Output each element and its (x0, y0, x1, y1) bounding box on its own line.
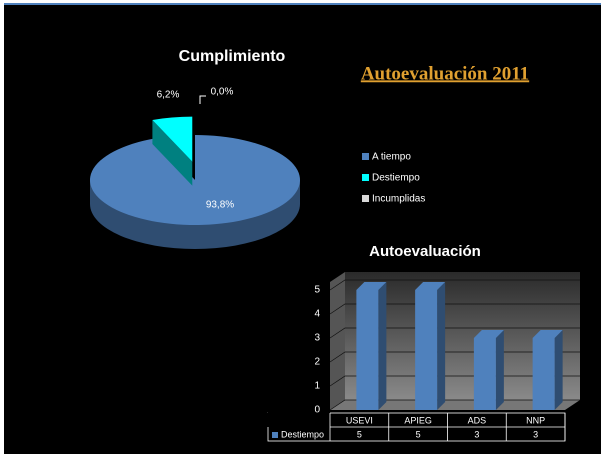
legend-key (362, 195, 369, 202)
legend-label: A tiempo (372, 152, 411, 163)
table-value: 3 (474, 429, 479, 439)
bar-title: Autoevaluación (369, 243, 481, 260)
bar-face (532, 330, 563, 338)
y-tick-label: 2 (314, 357, 320, 368)
legend-label: Destiempo (372, 173, 420, 184)
legend-key (362, 153, 369, 160)
grid-line (329, 279, 580, 291)
x-tick-label: APIEG (404, 415, 432, 425)
bar-face (495, 330, 504, 410)
table-value: 5 (416, 429, 421, 439)
bar-face (554, 330, 563, 410)
side-wall (330, 272, 345, 410)
pie-slice-face (90, 135, 301, 225)
slide-title: Autoevaluación 2011 (361, 63, 529, 84)
table-value: 3 (533, 429, 538, 439)
floor (330, 400, 580, 410)
grid-line (329, 327, 580, 339)
pie-slice-face (152, 120, 193, 186)
x-tick-label: NNP (526, 415, 545, 425)
pie-slice (152, 116, 193, 186)
bar-face (532, 338, 555, 410)
pie-data-label: 6,2% (157, 90, 180, 101)
pie-slice (90, 135, 301, 249)
bar-face (415, 290, 438, 410)
bar-face (415, 282, 446, 290)
bar (415, 282, 446, 410)
bar-face (473, 338, 496, 410)
bar-face (437, 282, 446, 410)
x-tick-label: USEVI (346, 415, 373, 425)
x-tick-label: ADS (468, 415, 487, 425)
y-tick-label: 0 (314, 405, 320, 416)
legend-label: Incumplidas (372, 194, 425, 205)
table-value: 5 (357, 429, 362, 439)
y-tick-label: 5 (314, 285, 320, 296)
bar-face (356, 282, 387, 290)
pie-data-label: 0,0% (211, 87, 234, 98)
legend-label: Destiempo (281, 429, 324, 439)
legend-key (362, 174, 369, 181)
bar (473, 330, 504, 410)
bar (356, 282, 387, 410)
bar-face (378, 282, 387, 410)
grid-line (329, 303, 580, 315)
y-tick-label: 3 (314, 333, 320, 344)
bar-face (356, 290, 379, 410)
bar-face (473, 330, 504, 338)
y-tick-label: 4 (314, 309, 320, 320)
pie-title: Cumplimiento (179, 48, 286, 65)
pie-slice-face (152, 116, 193, 162)
pie-data-label: 93,8% (206, 200, 234, 211)
label-leader (199, 95, 206, 104)
y-tick-label: 1 (314, 381, 320, 392)
bar (532, 330, 563, 410)
legend-key (272, 432, 278, 438)
